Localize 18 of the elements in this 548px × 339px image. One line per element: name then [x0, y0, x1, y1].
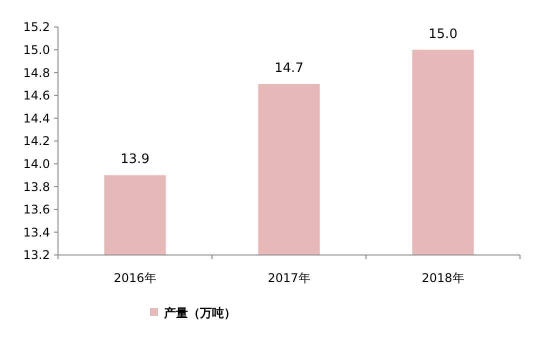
data-label: 15.0 [428, 26, 458, 42]
x-tick-label: 2017年 [268, 271, 310, 285]
y-tick-label: 15.0 [23, 43, 50, 57]
y-tick-label: 14.4 [23, 111, 50, 126]
y-tick-label: 14.0 [23, 157, 50, 171]
legend-label: 产量（万吨） [163, 306, 236, 320]
y-tick-label: 13.4 [23, 225, 50, 240]
x-tick-label: 2018年 [422, 271, 464, 285]
y-tick-label: 14.8 [23, 66, 50, 80]
y-tick-label: 14.6 [23, 88, 50, 103]
y-tick-label: 13.2 [23, 248, 50, 262]
x-tick-label: 2016年 [114, 271, 156, 285]
y-tick-label: 13.8 [23, 180, 50, 194]
y-tick-label: 14.2 [23, 134, 50, 148]
y-tick-label: 13.6 [23, 202, 50, 217]
data-label: 13.9 [120, 152, 150, 168]
y-tick-label: 15.2 [23, 20, 50, 34]
data-label: 14.7 [274, 61, 304, 76]
